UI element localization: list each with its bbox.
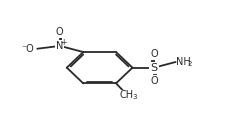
Text: O: O: [150, 49, 158, 59]
Text: O: O: [56, 27, 64, 37]
Text: ⁻O: ⁻O: [21, 44, 34, 54]
Text: CH: CH: [119, 90, 133, 100]
Text: O: O: [150, 76, 158, 86]
Text: N: N: [56, 41, 63, 51]
Text: S: S: [151, 63, 158, 73]
Text: 3: 3: [133, 94, 137, 100]
Text: 2: 2: [187, 61, 192, 67]
Text: NH: NH: [176, 57, 190, 67]
Text: +: +: [60, 38, 67, 47]
